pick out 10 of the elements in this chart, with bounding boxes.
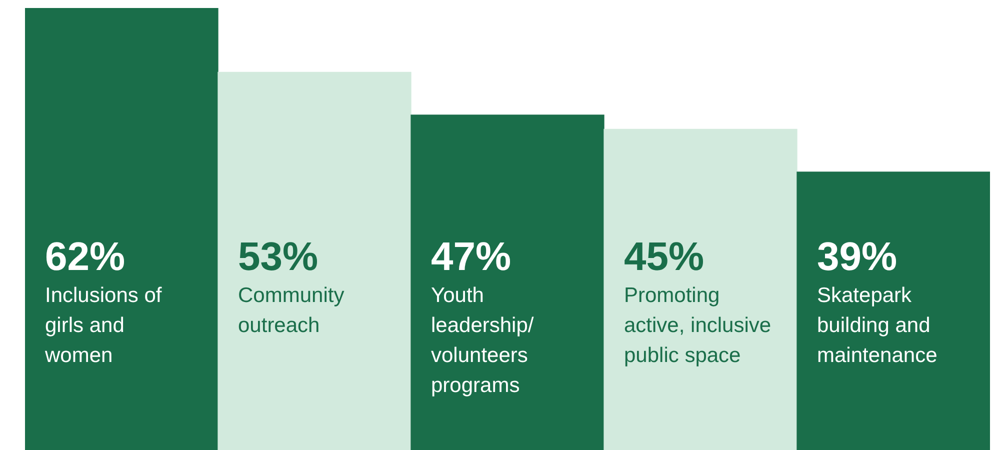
- x-tick-label: Inclusions of girls and women: [44, 284, 162, 367]
- x-tick-label: Skatepark building and maintenance: [817, 284, 938, 367]
- data-label: 45%: [624, 235, 704, 279]
- data-label: 53%: [238, 235, 318, 279]
- x-tick-label: Youth leadership/ volunteers programs: [431, 284, 534, 397]
- data-label: 39%: [817, 235, 898, 279]
- x-tick-label: Community outreach: [238, 284, 345, 337]
- x-tick-label: Promoting active, inclusive public space: [624, 284, 772, 367]
- data-label: 62%: [45, 235, 126, 279]
- data-label: 47%: [431, 235, 512, 279]
